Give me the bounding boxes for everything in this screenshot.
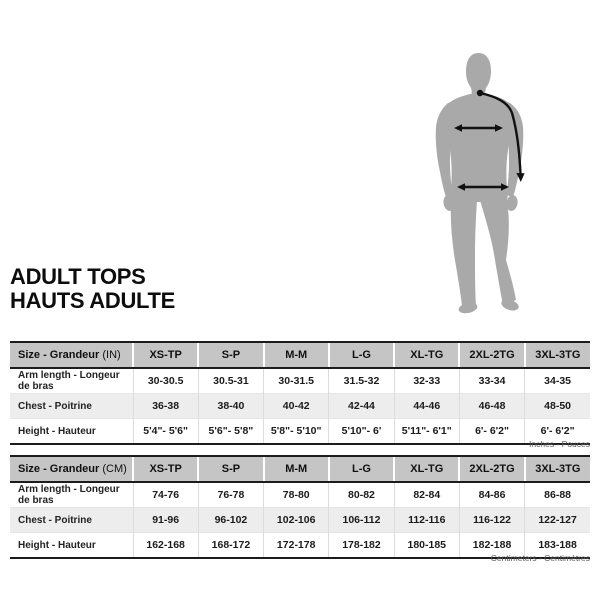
corner-unit: (IN) — [102, 349, 121, 361]
size-value-cell: 183-188 — [524, 532, 590, 559]
size-value-cell: 96-102 — [197, 507, 264, 533]
row-label: Height - Hauteur — [10, 532, 133, 559]
size-value-cell: 74-76 — [132, 482, 199, 508]
row-label: Chest - Poitrine — [10, 393, 133, 419]
male-silhouette-figure — [435, 53, 525, 314]
row-label: Chest - Poitrine — [10, 507, 133, 533]
size-table-centimeters: Size - Grandeur (CM) XS-TP S-P M-M L-G XL-TG 2… — [10, 455, 590, 559]
silhouette-right-hand — [506, 195, 518, 211]
size-value-cell: 40-42 — [263, 393, 329, 419]
table-row: Chest - Poitrine 91-96 96-102 102-106 106-11… — [10, 507, 590, 533]
size-value-cell: 44-46 — [393, 393, 460, 419]
size-column-header: 3XL-3TG — [523, 341, 590, 369]
size-value-cell: 30-31.5 — [263, 368, 329, 394]
silhouette-shape — [435, 53, 524, 314]
size-value-cell: 5'6"- 5'8" — [197, 418, 264, 445]
size-value-cell: 80-82 — [328, 482, 395, 508]
page-title: ADULT TOPS HAUTS ADULTE — [10, 265, 175, 313]
silhouette-right-foot — [501, 299, 519, 311]
size-value-cell: 91-96 — [132, 507, 199, 533]
size-table-inches: Size - Grandeur (IN) XS-TP S-P M-M L-G XL-TG 2… — [10, 341, 590, 445]
table-row: Height - Hauteur 162-168 168-172 172-178 178… — [10, 532, 590, 559]
size-column-header: M-M — [262, 455, 329, 483]
unit-note-centimeters: Centimeters - Centimètres — [490, 553, 590, 563]
size-column-header: S-P — [197, 455, 264, 483]
silhouette-right-arm — [505, 102, 524, 197]
silhouette-head — [466, 53, 491, 97]
size-value-cell: 36-38 — [132, 393, 199, 419]
size-value-cell: 76-78 — [197, 482, 264, 508]
size-value-cell: 178-182 — [328, 532, 395, 559]
size-value-cell: 84-86 — [458, 482, 525, 508]
corner-label: Size - Grandeur — [18, 463, 103, 475]
size-value-cell: 116-122 — [458, 507, 525, 533]
waist-width-arrow — [457, 183, 509, 191]
size-value-cell: 78-80 — [263, 482, 329, 508]
size-value-cell: 180-185 — [393, 532, 460, 559]
size-value-cell: 30-30.5 — [132, 368, 199, 394]
corner-unit: (CM) — [102, 463, 127, 475]
row-label: Arm length - Longeur de bras — [10, 368, 133, 394]
size-value-cell: 46-48 — [458, 393, 525, 419]
size-value-cell: 5'11"- 6'1" — [393, 418, 460, 445]
silhouette-left-foot — [458, 302, 478, 314]
size-column-header: XL-TG — [393, 341, 460, 369]
size-value-cell: 6'- 6'2" — [524, 418, 590, 445]
title-line-fr: HAUTS ADULTE — [10, 288, 176, 313]
size-value-cell: 168-172 — [197, 532, 264, 559]
size-column-header: 3XL-3TG — [523, 455, 590, 483]
size-value-cell: 34-35 — [524, 368, 590, 394]
row-label: Height - Hauteur — [10, 418, 133, 445]
row-label: Arm length - Longeur de bras — [10, 482, 133, 508]
size-column-header: 2XL-2TG — [458, 341, 525, 369]
size-column-header: S-P — [197, 341, 264, 369]
size-value-cell: 182-188 — [458, 532, 525, 559]
chest-width-arrow — [454, 124, 503, 132]
table-row: Height - Hauteur 5'4"- 5'6" 5'6"- 5'8" 5'8"… — [10, 418, 590, 445]
unit-note-inches: Inches - Pouces — [529, 439, 590, 449]
corner-header-in: Size - Grandeur (IN) — [10, 341, 133, 369]
size-column-header: XS-TP — [131, 455, 199, 483]
size-value-cell: 5'8"- 5'10" — [263, 418, 329, 445]
size-value-cell: 31.5-32 — [328, 368, 395, 394]
size-value-cell: 112-116 — [393, 507, 460, 533]
silhouette-left-arm — [435, 102, 454, 197]
size-column-header: L-G — [327, 455, 395, 483]
size-value-cell: 5'4"- 5'6" — [132, 418, 199, 445]
size-value-cell: 5'10"- 6' — [328, 418, 395, 445]
corner-label: Size - Grandeur — [18, 349, 103, 361]
size-table-cm: Size - Grandeur (CM) XS-TP S-P M-M L-G XL-TG 2… — [10, 455, 590, 559]
size-column-header: XS-TP — [131, 341, 199, 369]
size-value-cell: 32-33 — [393, 368, 460, 394]
size-value-cell: 30.5-31 — [197, 368, 264, 394]
size-value-cell: 48-50 — [524, 393, 590, 419]
size-column-header: M-M — [262, 341, 329, 369]
table-row: Arm length - Longeur de bras 30-30.5 30.5-… — [10, 368, 590, 394]
size-value-cell: 38-40 — [197, 393, 264, 419]
size-value-cell: 106-112 — [328, 507, 395, 533]
title-line-en: ADULT TOPS — [10, 264, 146, 289]
size-value-cell: 172-178 — [263, 532, 329, 559]
size-table-in: Size - Grandeur (IN) XS-TP S-P M-M L-G XL-TG 2… — [10, 341, 590, 445]
silhouette-torso — [443, 94, 515, 202]
corner-header-cm: Size - Grandeur (CM) — [10, 455, 133, 483]
arm-length-curve — [476, 89, 525, 182]
size-value-cell: 42-44 — [328, 393, 395, 419]
size-value-cell: 102-106 — [263, 507, 329, 533]
size-value-cell: 6'- 6'2" — [458, 418, 525, 445]
size-column-header: 2XL-2TG — [458, 455, 525, 483]
table-row: Arm length - Longeur de bras 74-76 76-78 78… — [10, 482, 590, 508]
size-column-header: L-G — [327, 341, 395, 369]
silhouette-right-leg — [480, 200, 516, 305]
size-value-cell: 122-127 — [524, 507, 590, 533]
silhouette-left-leg — [450, 200, 477, 306]
size-column-header: XL-TG — [393, 455, 460, 483]
table-row: Chest - Poitrine 36-38 38-40 40-42 42-44 44-4… — [10, 393, 590, 419]
size-value-cell: 86-88 — [524, 482, 590, 508]
measurement-annotations — [454, 89, 525, 191]
size-value-cell: 162-168 — [132, 532, 199, 559]
size-value-cell: 82-84 — [393, 482, 460, 508]
size-value-cell: 33-34 — [458, 368, 525, 394]
